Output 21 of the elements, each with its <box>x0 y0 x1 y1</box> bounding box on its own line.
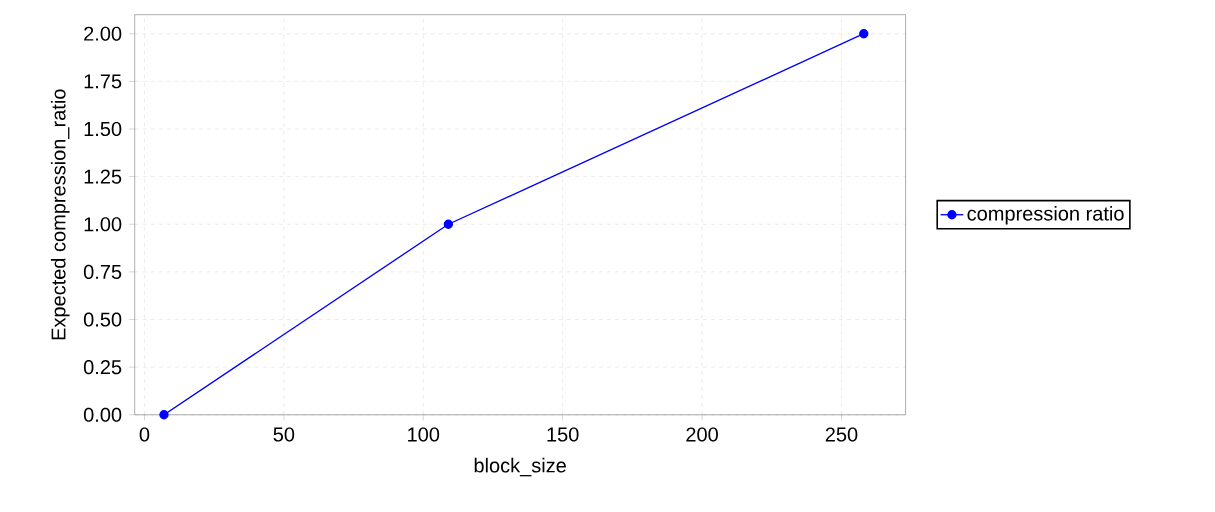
y-tick-label: 1.00 <box>84 217 122 232</box>
x-tick-label: 0 <box>139 427 150 442</box>
x-axis-title: block_size <box>474 457 566 477</box>
y-tick-label: 2.00 <box>84 26 122 41</box>
y-tick-label: 0.75 <box>83 264 122 279</box>
point <box>859 29 869 39</box>
y-tick-label: 1.75 <box>84 74 122 89</box>
y-tick-label: 1.50 <box>84 121 122 136</box>
y-axis-title: Expected compression_ratio <box>50 89 70 340</box>
x-tick-label: 50 <box>273 427 295 442</box>
y-tick-label: 1.25 <box>84 169 122 184</box>
legend-label: compression ratio <box>967 205 1124 225</box>
x-tick-label: 150 <box>547 427 579 442</box>
x-tick-label: 200 <box>686 427 718 442</box>
point <box>159 410 169 420</box>
y-tick-label: 0.50 <box>83 312 122 327</box>
x-tick-label: 100 <box>408 427 440 442</box>
y-tick-label: 0.25 <box>83 360 122 375</box>
x-tick-label: 250 <box>825 427 858 442</box>
point <box>443 219 454 229</box>
y-tick-label: 0.00 <box>83 407 122 422</box>
